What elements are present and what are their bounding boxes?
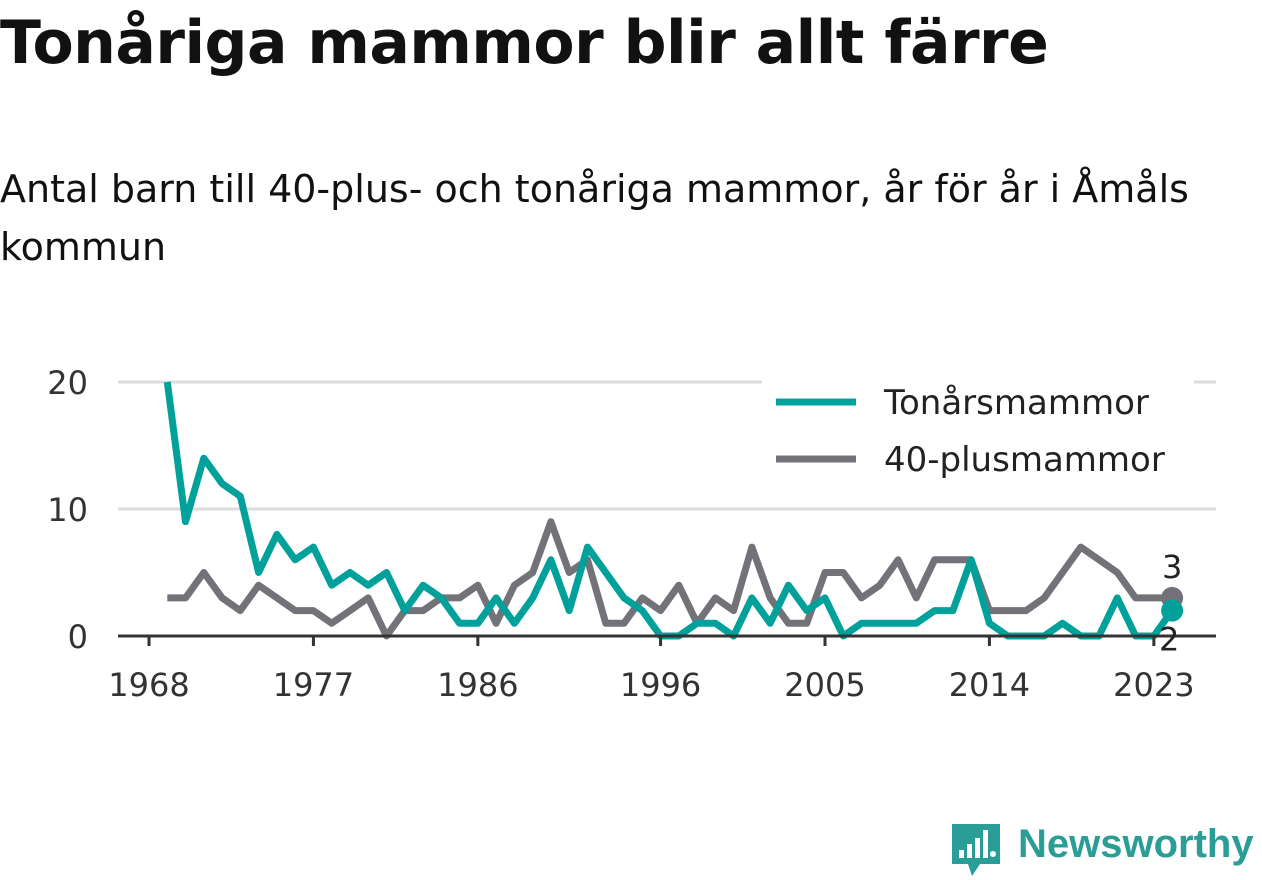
x-tick-label: 2023 (1113, 666, 1194, 704)
end-point-teen (1161, 599, 1184, 622)
y-tick-label: 10 (47, 491, 88, 529)
bar-chart-badge-icon (952, 824, 1000, 876)
end-label-plus40: 3 (1162, 548, 1182, 586)
newsworthy-logo: Newsworthy (950, 818, 1260, 878)
x-axis: 1968 1977 1986 1996 2005 2014 2023 (108, 634, 1216, 704)
x-tick-label: 1968 (108, 666, 189, 704)
legend-label-teen: Tonårsmammor (883, 383, 1149, 423)
x-tick-label: 1977 (273, 666, 354, 704)
y-tick-label: 0 (68, 618, 88, 656)
legend: Tonårsmammor 40-plusmammor (762, 378, 1194, 494)
end-label-teen: 2 (1159, 621, 1179, 659)
brand-name: Newsworthy (1018, 822, 1254, 866)
y-tick-label: 20 (47, 364, 88, 402)
chart-title: Tonåriga mammor blir allt färre (0, 8, 1049, 78)
x-tick-label: 2014 (949, 666, 1030, 704)
series-line-plus40 (167, 518, 1173, 640)
legend-label-plus40: 40-plusmammor (884, 440, 1165, 480)
x-tick-label: 1996 (620, 666, 701, 704)
x-tick-label: 1986 (437, 666, 518, 704)
end-points: 32 (1159, 548, 1184, 659)
x-tick-label: 2005 (784, 666, 865, 704)
y-axis: 0 10 20 (47, 364, 88, 656)
chart-subtitle: Antal barn till 40-plus- och tonåriga ma… (0, 167, 1189, 269)
legend-background (762, 378, 1194, 494)
